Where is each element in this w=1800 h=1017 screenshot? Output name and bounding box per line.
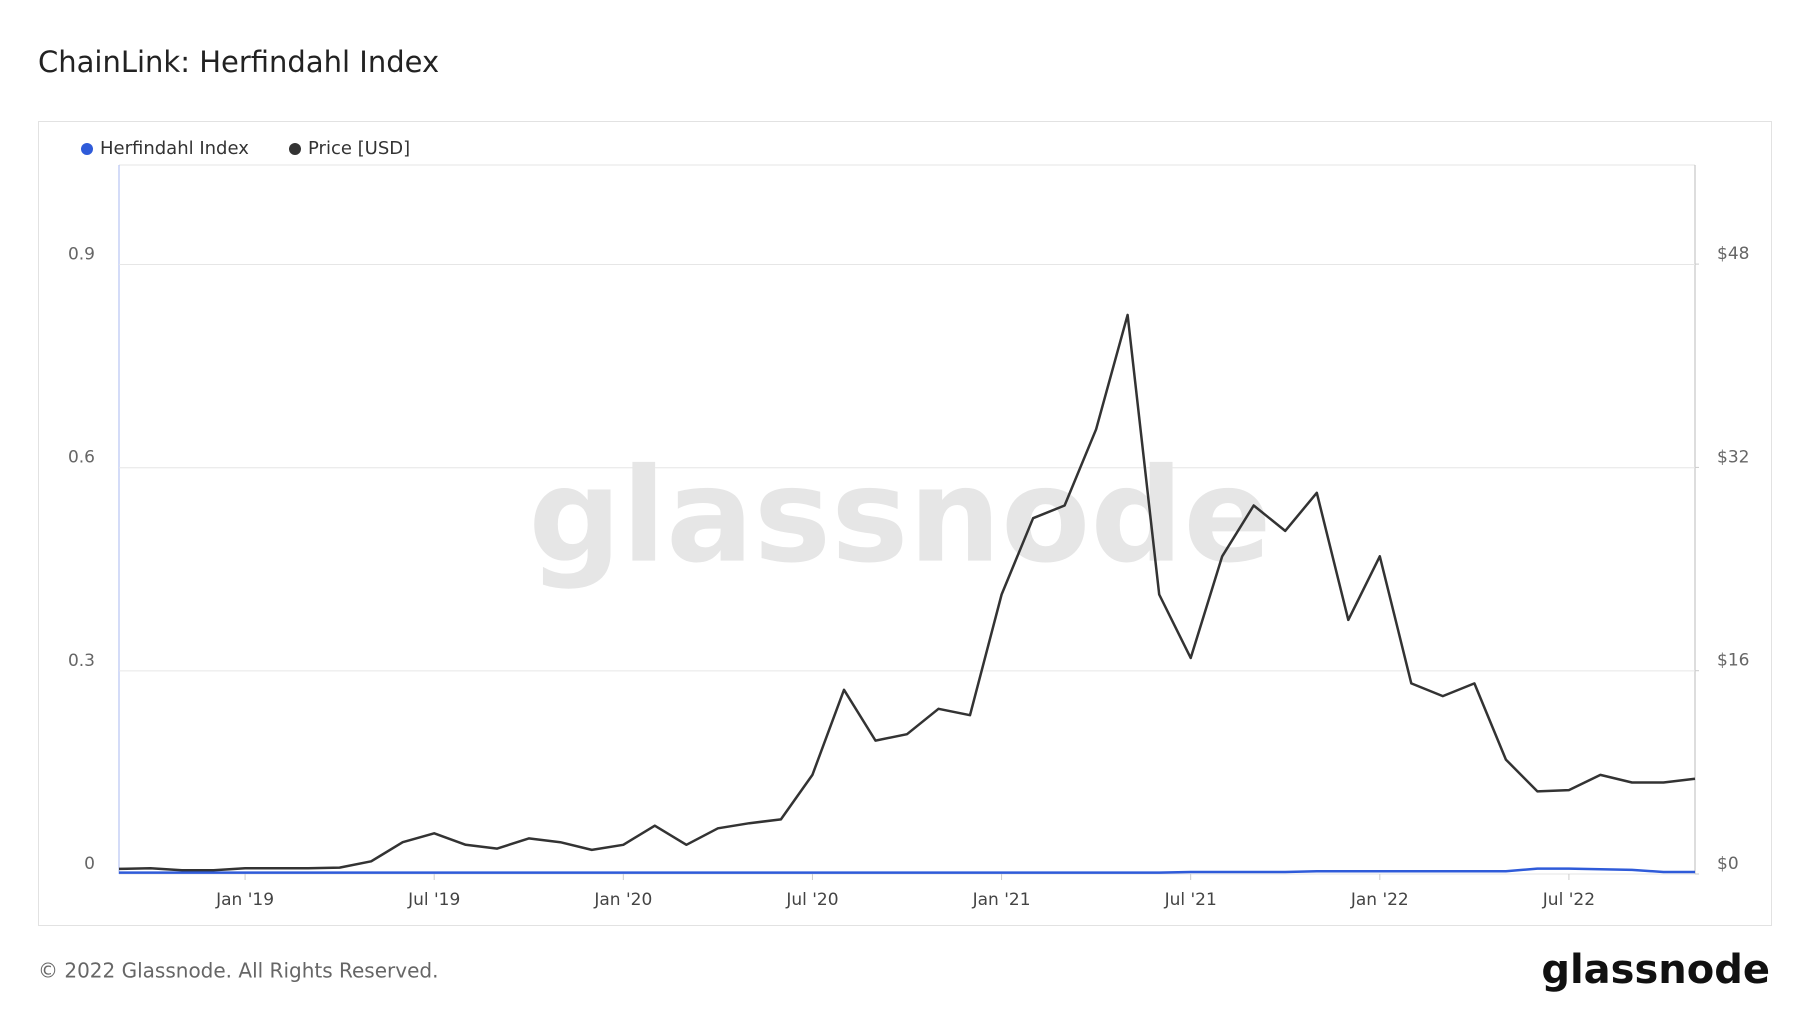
legend-marker: [81, 143, 93, 155]
y-tick-label: 0.9: [68, 245, 95, 265]
series-line: [119, 867, 1695, 874]
chart-title: ChainLink: Herfindahl Index: [38, 45, 439, 79]
x-tick-label: Jan '21: [972, 890, 1031, 910]
y-tick-label: 0.6: [68, 448, 95, 468]
x-tick-label: Jan '19: [215, 890, 274, 910]
y2-tick-label: $16: [1717, 651, 1749, 671]
footer: © 2022 Glassnode. All Rights Reserved.: [38, 959, 438, 983]
legend-label: Price [USD]: [308, 138, 410, 159]
y2-tick-label: $0: [1717, 854, 1739, 874]
legend-marker: [289, 143, 301, 155]
watermark: glassnode: [528, 440, 1271, 592]
legend-label: Herfindahl Index: [100, 138, 249, 159]
y2-tick-label: $48: [1717, 244, 1749, 264]
logo: glassnode: [1541, 947, 1770, 993]
y-tick-label: 0: [84, 854, 95, 874]
x-tick-label: Jan '22: [1350, 890, 1409, 910]
chart-frame: [38, 121, 1772, 926]
y2-tick-label: $32: [1717, 447, 1749, 467]
series-line: [118, 313, 1696, 872]
x-tick-label: Jan '20: [593, 890, 652, 910]
y-tick-label: 0.3: [68, 651, 95, 671]
x-tick-label: Jul '19: [407, 890, 460, 910]
x-tick-label: Jul '21: [1164, 890, 1217, 910]
x-tick-label: Jul '20: [785, 890, 838, 910]
x-tick-label: Jul '22: [1542, 890, 1595, 910]
